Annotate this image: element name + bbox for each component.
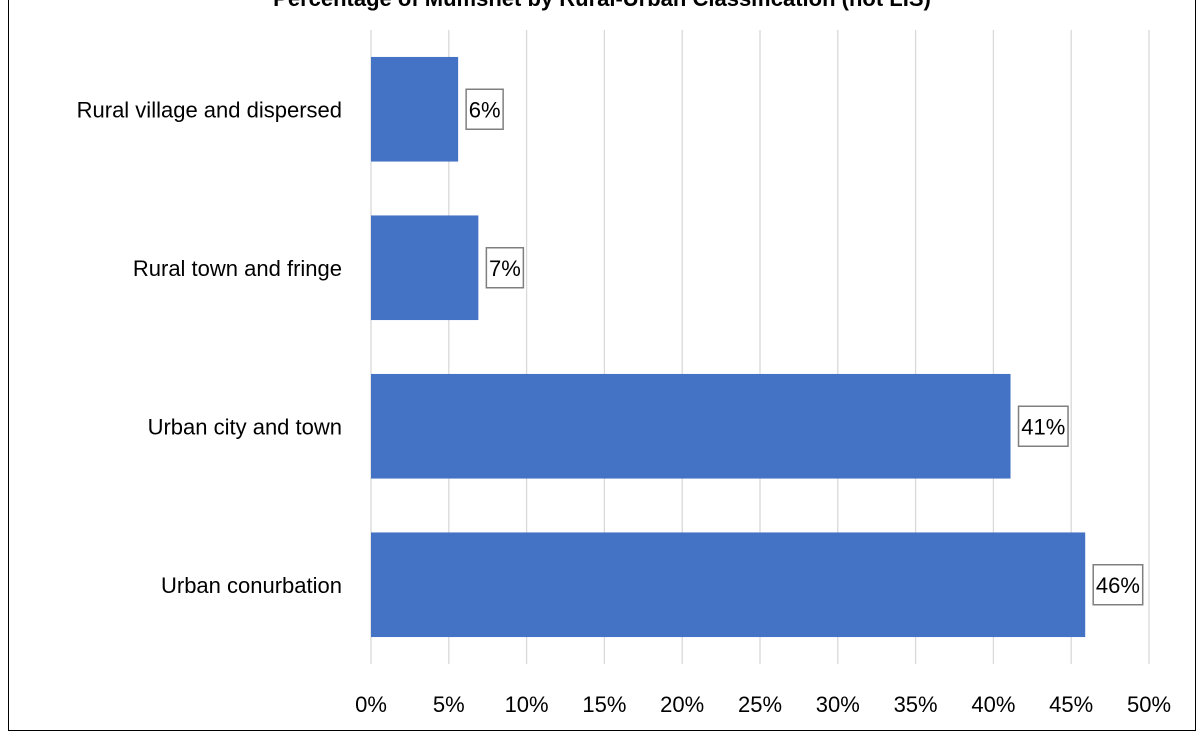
bar: [371, 532, 1086, 638]
x-tick-label: 5%: [433, 692, 465, 717]
category-label: Rural town and fringe: [133, 256, 342, 281]
data-label-box: [1092, 564, 1144, 606]
bar: [371, 215, 479, 321]
data-label: 46%: [1096, 573, 1140, 598]
data-label: 6%: [469, 97, 501, 122]
x-tick-label: 20%: [660, 692, 704, 717]
category-label: Rural village and dispersed: [77, 97, 342, 122]
data-label-box: [1017, 405, 1069, 447]
x-tick-label: 30%: [816, 692, 860, 717]
data-labels: 6% 7% 41% 46%: [465, 88, 1144, 606]
data-label: 41%: [1021, 414, 1065, 439]
bar: [371, 56, 459, 162]
category-label: Urban conurbation: [161, 573, 342, 598]
x-tick-label: 45%: [1049, 692, 1093, 717]
category-labels: Rural village and dispersed Rural town an…: [77, 97, 342, 598]
x-tick-label: 25%: [738, 692, 782, 717]
x-tick-label: 10%: [505, 692, 549, 717]
bar: [371, 373, 1011, 479]
x-tick-label: 40%: [971, 692, 1015, 717]
x-tick-label: 50%: [1127, 692, 1171, 717]
x-tick-label: 35%: [894, 692, 938, 717]
x-tick-label: 15%: [582, 692, 626, 717]
data-label-box: [465, 88, 504, 130]
bars: [371, 56, 1086, 638]
data-label-box: [485, 247, 525, 289]
data-label: 7%: [489, 256, 521, 281]
chart-title: Percentage of Mumsnet by Rural-Urban Cla…: [0, 0, 1204, 12]
category-label: Urban city and town: [148, 414, 342, 439]
x-tick-label: 0%: [355, 692, 387, 717]
x-axis-ticks: 0% 5% 10% 15% 20% 25% 30% 35% 40% 45% 50%: [355, 692, 1171, 717]
